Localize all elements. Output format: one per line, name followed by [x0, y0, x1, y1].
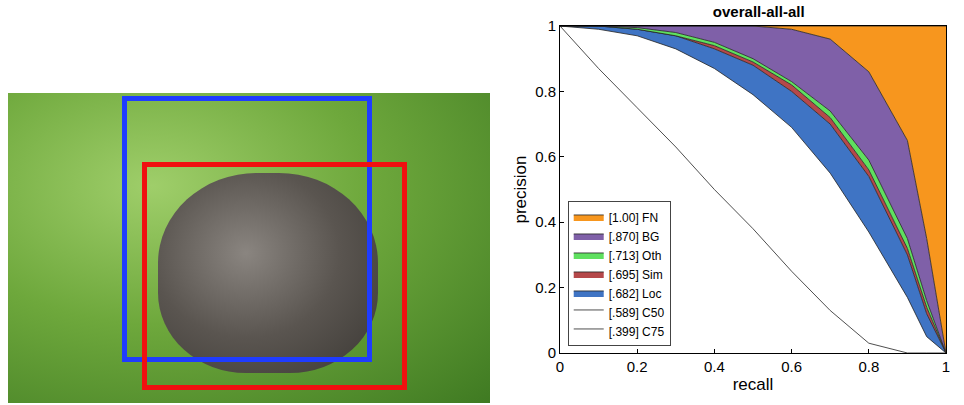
svg-text:recall: recall [733, 375, 774, 394]
svg-text:0: 0 [548, 344, 556, 361]
svg-text:0.4: 0.4 [704, 358, 725, 375]
svg-text:precision: precision [511, 155, 530, 223]
svg-text:1: 1 [942, 358, 950, 375]
svg-text:0.2: 0.2 [627, 358, 648, 375]
svg-text:[1.00] FN: [1.00] FN [609, 211, 658, 225]
svg-text:0.8: 0.8 [535, 83, 556, 100]
svg-text:[.713] Oth: [.713] Oth [609, 249, 662, 263]
svg-text:0.6: 0.6 [535, 148, 556, 165]
svg-text:0.8: 0.8 [858, 358, 879, 375]
svg-text:[.695] Sim: [.695] Sim [609, 268, 663, 282]
svg-text:[.399] C75: [.399] C75 [609, 325, 665, 339]
svg-text:1: 1 [548, 17, 556, 34]
svg-text:0: 0 [556, 358, 564, 375]
svg-text:0.4: 0.4 [535, 213, 556, 230]
svg-text:[.589] C50: [.589] C50 [609, 306, 665, 320]
svg-text:0.6: 0.6 [781, 358, 802, 375]
svg-text:[.870] BG: [.870] BG [609, 230, 660, 244]
svg-text:[.682] Loc: [.682] Loc [609, 287, 662, 301]
svg-text:0.2: 0.2 [535, 279, 556, 296]
svg-text:overall-all-all: overall-all-all [713, 3, 805, 20]
